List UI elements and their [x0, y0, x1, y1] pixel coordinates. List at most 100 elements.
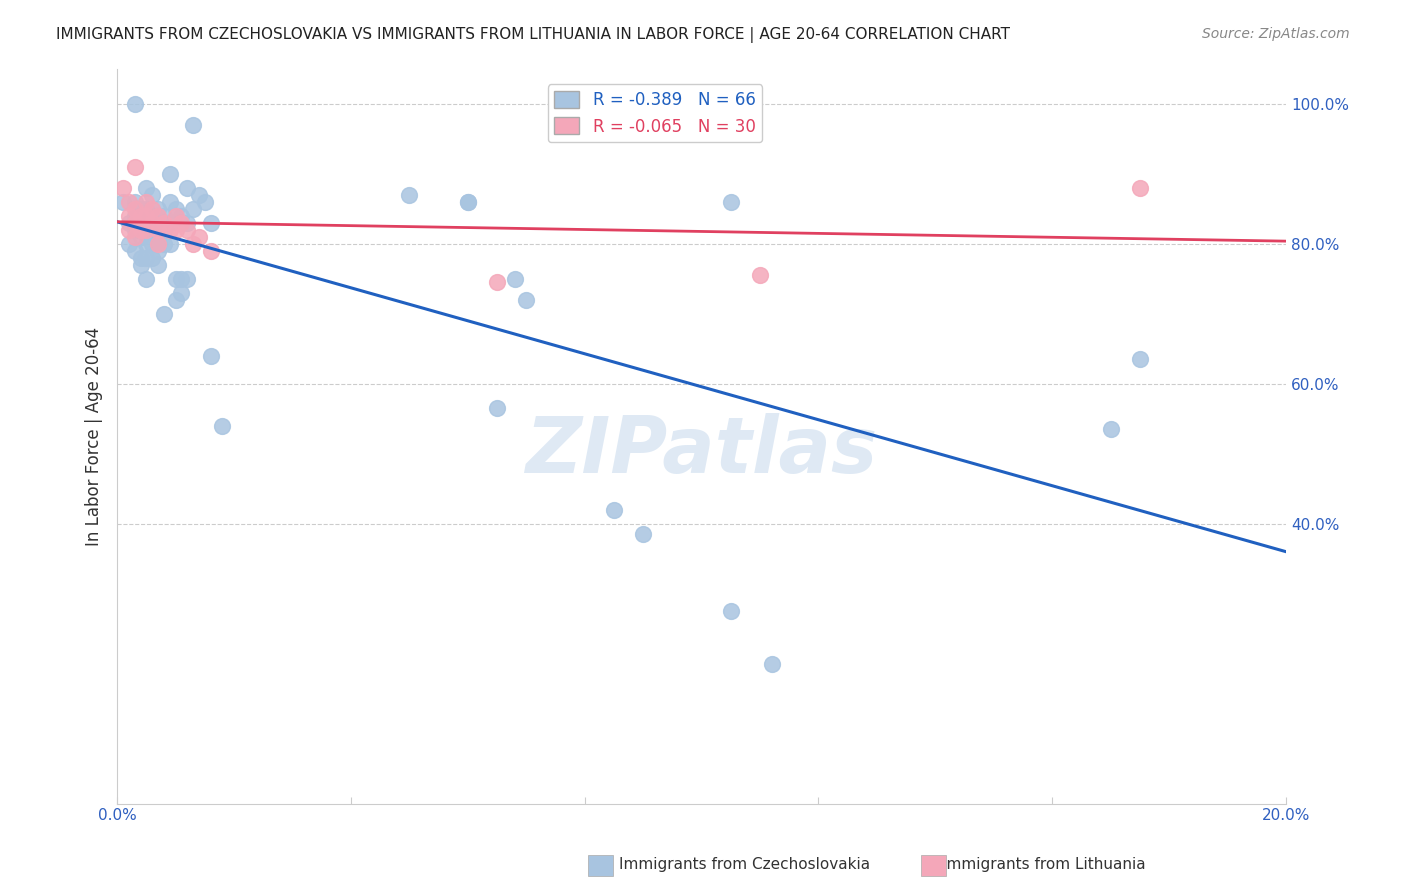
- Point: [515, 293, 537, 307]
- Text: Source: ZipAtlas.com: Source: ZipAtlas.com: [1202, 27, 1350, 41]
- Point: [124, 229, 146, 244]
- Point: [176, 180, 198, 194]
- Point: [181, 118, 204, 132]
- Point: [135, 180, 157, 194]
- Point: [129, 209, 152, 223]
- Point: [176, 271, 198, 285]
- Point: [159, 215, 181, 229]
- Point: [135, 236, 157, 251]
- Point: [200, 244, 222, 258]
- Point: [170, 285, 193, 300]
- Point: [153, 215, 176, 229]
- Point: [135, 222, 157, 236]
- Point: [135, 271, 157, 285]
- Point: [181, 202, 204, 216]
- Point: [170, 271, 193, 285]
- Point: [146, 215, 169, 229]
- Point: [124, 160, 146, 174]
- Point: [159, 194, 181, 209]
- Text: Immigrants from Czechoslovakia: Immigrants from Czechoslovakia: [619, 857, 870, 872]
- Point: [135, 209, 157, 223]
- Point: [146, 244, 169, 258]
- Point: [146, 236, 169, 251]
- Point: [159, 222, 181, 236]
- Point: [153, 307, 176, 321]
- Point: [188, 187, 211, 202]
- Point: [1129, 352, 1152, 367]
- Point: [165, 202, 187, 216]
- Point: [141, 209, 163, 223]
- Point: [146, 209, 169, 223]
- Point: [112, 180, 135, 194]
- Point: [129, 202, 152, 216]
- Point: [194, 194, 217, 209]
- Point: [486, 401, 509, 415]
- Point: [124, 215, 146, 229]
- Point: [124, 194, 146, 209]
- Point: [124, 244, 146, 258]
- Point: [129, 251, 152, 265]
- Point: [749, 268, 772, 282]
- Point: [146, 222, 169, 236]
- Point: [176, 222, 198, 236]
- Point: [146, 202, 169, 216]
- Point: [159, 167, 181, 181]
- Point: [398, 187, 420, 202]
- Point: [118, 215, 141, 229]
- Point: [118, 236, 141, 251]
- Point: [720, 604, 742, 618]
- Point: [503, 271, 526, 285]
- Point: [170, 209, 193, 223]
- Point: [118, 209, 141, 223]
- Point: [603, 502, 626, 516]
- Point: [153, 236, 176, 251]
- Point: [135, 194, 157, 209]
- Point: [129, 258, 152, 272]
- Point: [457, 194, 479, 209]
- Point: [153, 222, 176, 236]
- Point: [1099, 422, 1122, 436]
- Point: [146, 229, 169, 244]
- Point: [200, 349, 222, 363]
- Text: ZIPatlas: ZIPatlas: [526, 413, 877, 489]
- Point: [146, 258, 169, 272]
- Point: [170, 215, 193, 229]
- Point: [118, 194, 141, 209]
- Point: [211, 418, 233, 433]
- Point: [141, 215, 163, 229]
- Point: [165, 293, 187, 307]
- Point: [165, 209, 187, 223]
- Point: [118, 222, 141, 236]
- Point: [124, 209, 146, 223]
- Point: [457, 194, 479, 209]
- Point: [129, 222, 152, 236]
- Point: [112, 194, 135, 209]
- Text: IMMIGRANTS FROM CZECHOSLOVAKIA VS IMMIGRANTS FROM LITHUANIA IN LABOR FORCE | AGE: IMMIGRANTS FROM CZECHOSLOVAKIA VS IMMIGR…: [56, 27, 1011, 43]
- Point: [761, 657, 783, 671]
- Point: [486, 275, 509, 289]
- Point: [176, 215, 198, 229]
- Point: [181, 236, 204, 251]
- Point: [141, 187, 163, 202]
- Point: [720, 194, 742, 209]
- Point: [124, 222, 146, 236]
- Point: [141, 222, 163, 236]
- Point: [631, 527, 654, 541]
- Point: [124, 202, 146, 216]
- Point: [153, 209, 176, 223]
- Point: [165, 271, 187, 285]
- Text: Immigrants from Lithuania: Immigrants from Lithuania: [942, 857, 1146, 872]
- Legend: R = -0.389   N = 66, R = -0.065   N = 30: R = -0.389 N = 66, R = -0.065 N = 30: [547, 84, 762, 142]
- Point: [129, 215, 152, 229]
- Point: [141, 202, 163, 216]
- Point: [141, 251, 163, 265]
- Point: [141, 236, 163, 251]
- Point: [135, 251, 157, 265]
- Point: [165, 222, 187, 236]
- Y-axis label: In Labor Force | Age 20-64: In Labor Force | Age 20-64: [86, 326, 103, 546]
- Point: [188, 229, 211, 244]
- Point: [135, 222, 157, 236]
- Point: [124, 96, 146, 111]
- Point: [135, 202, 157, 216]
- Point: [159, 236, 181, 251]
